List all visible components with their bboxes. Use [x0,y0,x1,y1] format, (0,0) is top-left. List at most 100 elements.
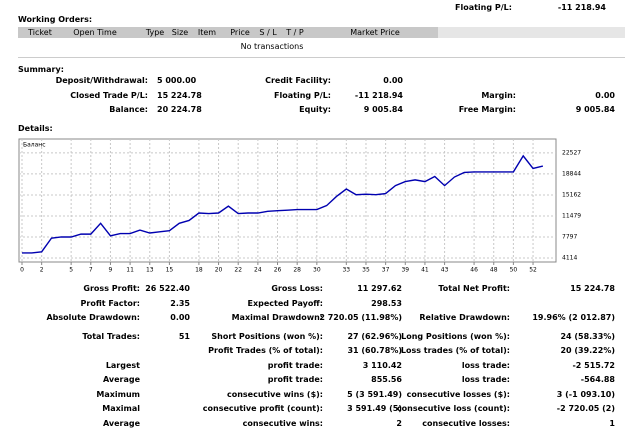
separator [18,57,625,58]
x-tick-label: 2 [40,267,44,274]
stat-label: Expected Payoff: [247,298,323,308]
stat-label: Maximum [96,389,140,399]
stat-label: Total Trades: [82,331,140,341]
stat-value: 15 224.78 [570,284,615,293]
floating-value: -11 218.94 [557,3,606,12]
column-header: Ticket [28,28,52,37]
x-tick-label: 7 [89,267,93,274]
stat-label: Average [102,418,140,428]
stat-label: profit trade: [267,375,323,384]
x-tick-label: 0 [20,267,24,274]
summary-label: Closed Trade P/L: [70,90,148,100]
stat-label: Relative Drawdown: [419,313,510,322]
legend-label: Баланс [23,142,46,149]
stat-label: loss trade: [461,360,510,370]
x-tick-label: 28 [293,267,301,274]
summary-value: 9 005.84 [363,105,403,114]
column-header: Size [171,28,189,37]
stat-value: 5 (3 591.49) [347,389,402,399]
column-header: Open Time [73,28,117,37]
x-tick-label: 18 [195,267,203,274]
stat-value: 20 (39.22%) [560,346,615,355]
x-tick-label: 33 [342,267,350,274]
column-header: Market Price [350,28,400,37]
stat-label: consecutive losses ($): [406,389,510,399]
stat-label: Short Positions (won %): [211,331,323,341]
column-header: Price [230,28,250,37]
y-tick-label: 18844 [562,170,581,177]
stat-label: Profit Trades (% of total): [208,346,323,355]
summary-value: 0.00 [595,90,615,100]
stat-value: 26 522.40 [145,284,190,293]
y-tick-label: 4114 [562,255,577,262]
stat-label: Gross Profit: [83,284,140,293]
section-title: Summary: [18,65,64,74]
x-tick-label: 30 [313,267,321,274]
y-tick-label: 7797 [562,234,577,241]
empty-text: No transactions [240,42,304,51]
x-tick-label: 41 [421,267,429,274]
summary-label: Floating P/L: [274,90,331,100]
x-tick-label: 11 [126,267,134,274]
stat-label: Profit Factor: [80,298,140,308]
table-header-bg [18,27,438,38]
stat-label: consecutive losses: [422,418,510,428]
chart-frame [18,138,557,263]
summary-value: 15 224.78 [157,90,202,100]
column-header: S / L [259,28,277,37]
stat-label: consecutive wins ($): [226,389,323,399]
section-title: Working Orders: [18,15,93,24]
summary-value: 9 005.84 [575,105,615,114]
summary-value: 0.00 [383,76,403,85]
x-tick-label: 22 [234,267,242,274]
summary-label: Margin: [481,90,516,100]
stat-label: Total Net Profit: [438,284,510,293]
stat-value: -564.88 [580,375,615,384]
stat-value: 51 [178,331,190,341]
column-header: T / P [286,28,304,37]
stat-value: 3 110.42 [362,360,402,370]
section-title: Details: [18,124,53,133]
stat-label: Absolute Drawdown: [46,313,140,322]
floating-label: Floating P/L: [455,3,512,12]
stat-label: consecutive loss (count): [396,404,510,413]
stat-label: Long Positions (won %): [401,331,510,341]
x-tick-label: 46 [470,267,478,274]
summary-value: -11 218.94 [354,90,403,100]
stat-value: 2 720.05 (11.98%) [319,313,402,322]
stat-value: 855.56 [371,375,402,384]
stat-value: 3 (-1 093.10) [556,389,615,399]
column-header: Item [197,28,217,37]
stat-value: 3 591.49 (5) [347,404,402,413]
x-tick-label: 26 [274,267,282,274]
stat-label: loss trade: [461,375,510,384]
summary-label: Equity: [299,105,331,114]
summary-value: 5 000.00 [157,76,197,85]
stat-value: 27 (62.96%) [347,331,402,341]
stat-value: 0.00 [170,313,190,322]
x-tick-label: 24 [254,267,262,274]
stat-label: Average [102,375,140,384]
stat-value: -2 515.72 [572,360,615,370]
stat-value: 31 (60.78%) [347,346,402,355]
summary-label: Credit Facility: [265,76,331,85]
summary-value: 20 224.78 [157,105,202,114]
x-tick-label: 9 [109,267,113,274]
x-tick-label: 48 [490,267,498,274]
x-tick-label: 35 [362,267,370,274]
x-tick-label: 50 [510,267,518,274]
stat-value: -2 720.05 (2) [556,404,615,413]
stat-value: 1 [609,418,615,428]
stat-value: 2 [396,418,402,428]
x-tick-label: 37 [382,267,390,274]
balance-line [22,154,544,254]
x-tick-label: 39 [401,267,409,274]
x-tick-label: 15 [166,267,174,274]
x-tick-label: 52 [529,267,537,274]
y-tick-label: 11479 [562,212,581,219]
x-tick-label: 20 [215,267,223,274]
stat-label: Maximal [102,404,140,413]
stat-label: Largest [105,360,140,370]
